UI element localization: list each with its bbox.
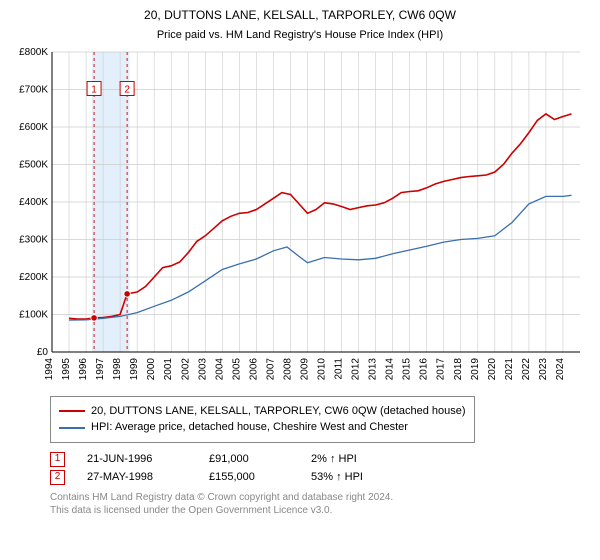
footer-line-2: This data is licensed under the Open Gov… [50,504,590,517]
svg-text:2006: 2006 [248,357,259,380]
svg-text:£700K: £700K [19,84,48,95]
svg-text:£0: £0 [37,347,49,358]
svg-text:1: 1 [91,84,97,95]
footer-attribution: Contains HM Land Registry data © Crown c… [50,491,590,517]
svg-text:£300K: £300K [19,234,48,245]
legend-label: HPI: Average price, detached house, Ches… [91,419,408,436]
svg-text:2015: 2015 [402,357,413,380]
sale-row: 2 27-MAY-1998 £155,000 53% ↑ HPI [50,470,590,485]
svg-text:£800K: £800K [19,48,48,58]
svg-text:2023: 2023 [538,357,549,380]
sale-date: 21-JUN-1996 [87,453,187,465]
svg-text:2007: 2007 [265,357,276,380]
legend-item: 20, DUTTONS LANE, KELSALL, TARPORLEY, CW… [59,403,466,420]
svg-text:2008: 2008 [282,357,293,380]
svg-text:2000: 2000 [146,357,157,380]
svg-text:2017: 2017 [436,357,447,380]
svg-text:2018: 2018 [453,357,464,380]
svg-text:1995: 1995 [61,357,72,380]
legend-label: 20, DUTTONS LANE, KELSALL, TARPORLEY, CW… [91,403,466,420]
svg-text:2012: 2012 [351,357,362,380]
svg-text:2014: 2014 [385,357,396,380]
svg-text:2021: 2021 [504,357,515,380]
svg-text:£600K: £600K [19,122,48,133]
sale-pct: 2% ↑ HPI [311,453,411,465]
sale-row: 1 21-JUN-1996 £91,000 2% ↑ HPI [50,452,590,467]
svg-text:2005: 2005 [231,357,242,380]
svg-text:2009: 2009 [299,357,310,380]
chart-subtitle: Price paid vs. HM Land Registry's House … [10,28,590,42]
sale-price: £155,000 [209,471,289,483]
svg-text:1996: 1996 [78,357,89,380]
svg-text:2024: 2024 [555,357,566,380]
svg-text:£400K: £400K [19,197,48,208]
legend-item: HPI: Average price, detached house, Ches… [59,419,466,436]
svg-text:1999: 1999 [129,357,140,380]
svg-text:2019: 2019 [470,357,481,380]
svg-text:2: 2 [124,84,130,95]
svg-text:£500K: £500K [19,159,48,170]
sale-pct: 53% ↑ HPI [311,471,411,483]
svg-text:1998: 1998 [112,357,123,380]
svg-text:1997: 1997 [95,357,106,380]
sale-marker: 2 [50,470,65,485]
svg-text:1994: 1994 [44,357,55,380]
legend: 20, DUTTONS LANE, KELSALL, TARPORLEY, CW… [50,396,475,443]
svg-text:2003: 2003 [197,357,208,380]
chart-title: 20, DUTTONS LANE, KELSALL, TARPORLEY, CW… [10,8,590,24]
svg-text:2013: 2013 [368,357,379,380]
chart-container: 20, DUTTONS LANE, KELSALL, TARPORLEY, CW… [0,0,600,560]
svg-text:2004: 2004 [214,357,225,380]
svg-text:£100K: £100K [19,309,48,320]
sales-table: 1 21-JUN-1996 £91,000 2% ↑ HPI 2 27-MAY-1998 £… [50,452,590,485]
svg-text:2002: 2002 [180,357,191,380]
sale-price: £91,000 [209,453,289,465]
svg-text:2011: 2011 [334,357,345,379]
line-chart-svg: £0 £100K £200K £300K £400K £500K £600K £700K £80… [10,48,590,388]
sale-date: 27-MAY-1998 [87,471,187,483]
svg-text:2001: 2001 [163,357,174,380]
legend-swatch [59,427,85,429]
svg-text:2022: 2022 [521,357,532,380]
sale-marker: 1 [50,452,65,467]
svg-text:2010: 2010 [317,357,328,380]
footer-line-1: Contains HM Land Registry data © Crown c… [50,491,590,504]
legend-swatch [59,410,85,412]
svg-text:2020: 2020 [487,357,498,380]
svg-text:£200K: £200K [19,272,48,283]
chart-area: £0 £100K £200K £300K £400K £500K £600K £700K £80… [10,48,590,388]
svg-text:2016: 2016 [419,357,430,380]
